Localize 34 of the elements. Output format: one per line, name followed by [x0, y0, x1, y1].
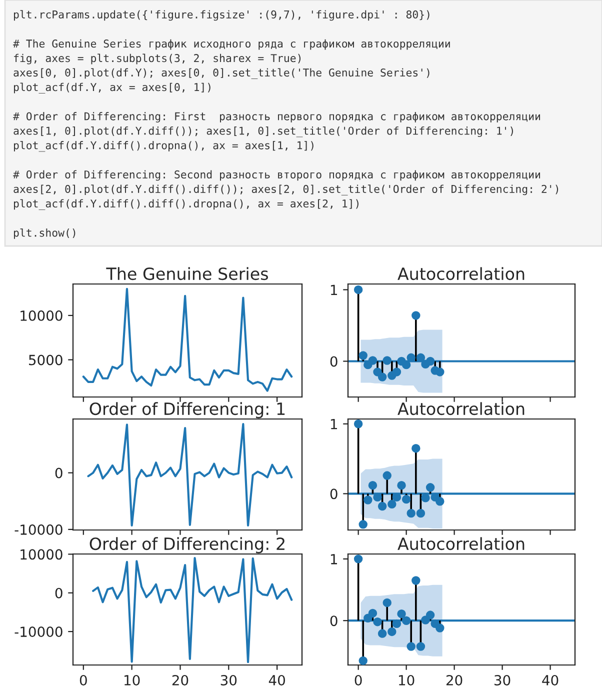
chart-title: Autocorrelation: [398, 537, 524, 550]
chart-title: Order of Differencing: 1: [90, 402, 285, 418]
text: plt.rcParams.update({'figure.figsize' :(9,7), 'figure.dpi' : 80}): [14, 10, 430, 21]
y-tick-label: 5000: [29, 354, 62, 366]
x-tick-label: 10: [124, 674, 140, 686]
x-tick-label: 40: [268, 674, 285, 686]
chart-title: Order of Differencing: 2: [90, 537, 284, 554]
x-tick-label: 30: [494, 674, 510, 686]
chart-title: Autocorrelation: [398, 402, 524, 416]
chart-title: The Genuine Series: [106, 267, 268, 280]
x-tick-label: 20: [446, 674, 462, 686]
y-tick-label: -10000: [14, 524, 62, 535]
y-tick-label: 10000: [20, 310, 62, 321]
y-tick-label: 0: [330, 356, 338, 367]
y-tick-label: 0: [55, 588, 62, 598]
x-tick-label: 20: [172, 674, 188, 686]
text: plt.show(): [14, 228, 76, 239]
x-tick-label: 30: [220, 674, 237, 686]
y-tick-label: 1: [330, 419, 337, 430]
y-tick-label: 1: [330, 554, 337, 564]
y-tick-label: 0: [330, 488, 338, 500]
chart-title: Autocorrelation: [398, 267, 524, 280]
x-tick-label: 40: [542, 674, 558, 686]
text: # Order of Differencing: First разность первого порядка с графиком автокорреляции axes[1, 0].plot(df.Y.diff()); axes[1, 0].set_title('Order of Differencing: 1') plot_acf(df.Y.diff().dropna(), ax = axes[1, 1]): [13, 112, 540, 152]
y-tick-label: 1: [330, 284, 337, 295]
y-tick-label: 0: [55, 468, 62, 478]
text: # The Genuine Series график исходного ряда с графиком автокорреляции fig, axes = plt.subplots(3, 2, sharex = True) axes[0, 0].plot(df.Y); axes[0, 0].set_title('The Genuine Series') plot_acf(df.Y, ax = axes[0, 1]): [13, 39, 450, 94]
x-tick-label: 0: [80, 674, 87, 686]
x-tick-label: 0: [354, 674, 362, 686]
x-tick-label: 10: [399, 674, 414, 686]
y-tick-label: -10000: [14, 626, 62, 638]
y-tick-label: 0: [330, 616, 338, 626]
y-tick-label: 10000: [20, 549, 62, 560]
text: # Order of Differencing: Second разность второго порядка с графиком автокорреляции axes[2, 0].plot(df.Y.diff().diff()); axes[2, 0].set_title('Order of Differencing: 2') plot_acf(df.Y.diff().diff().dropna(), ax = axes[2, 1]): [13, 170, 558, 210]
